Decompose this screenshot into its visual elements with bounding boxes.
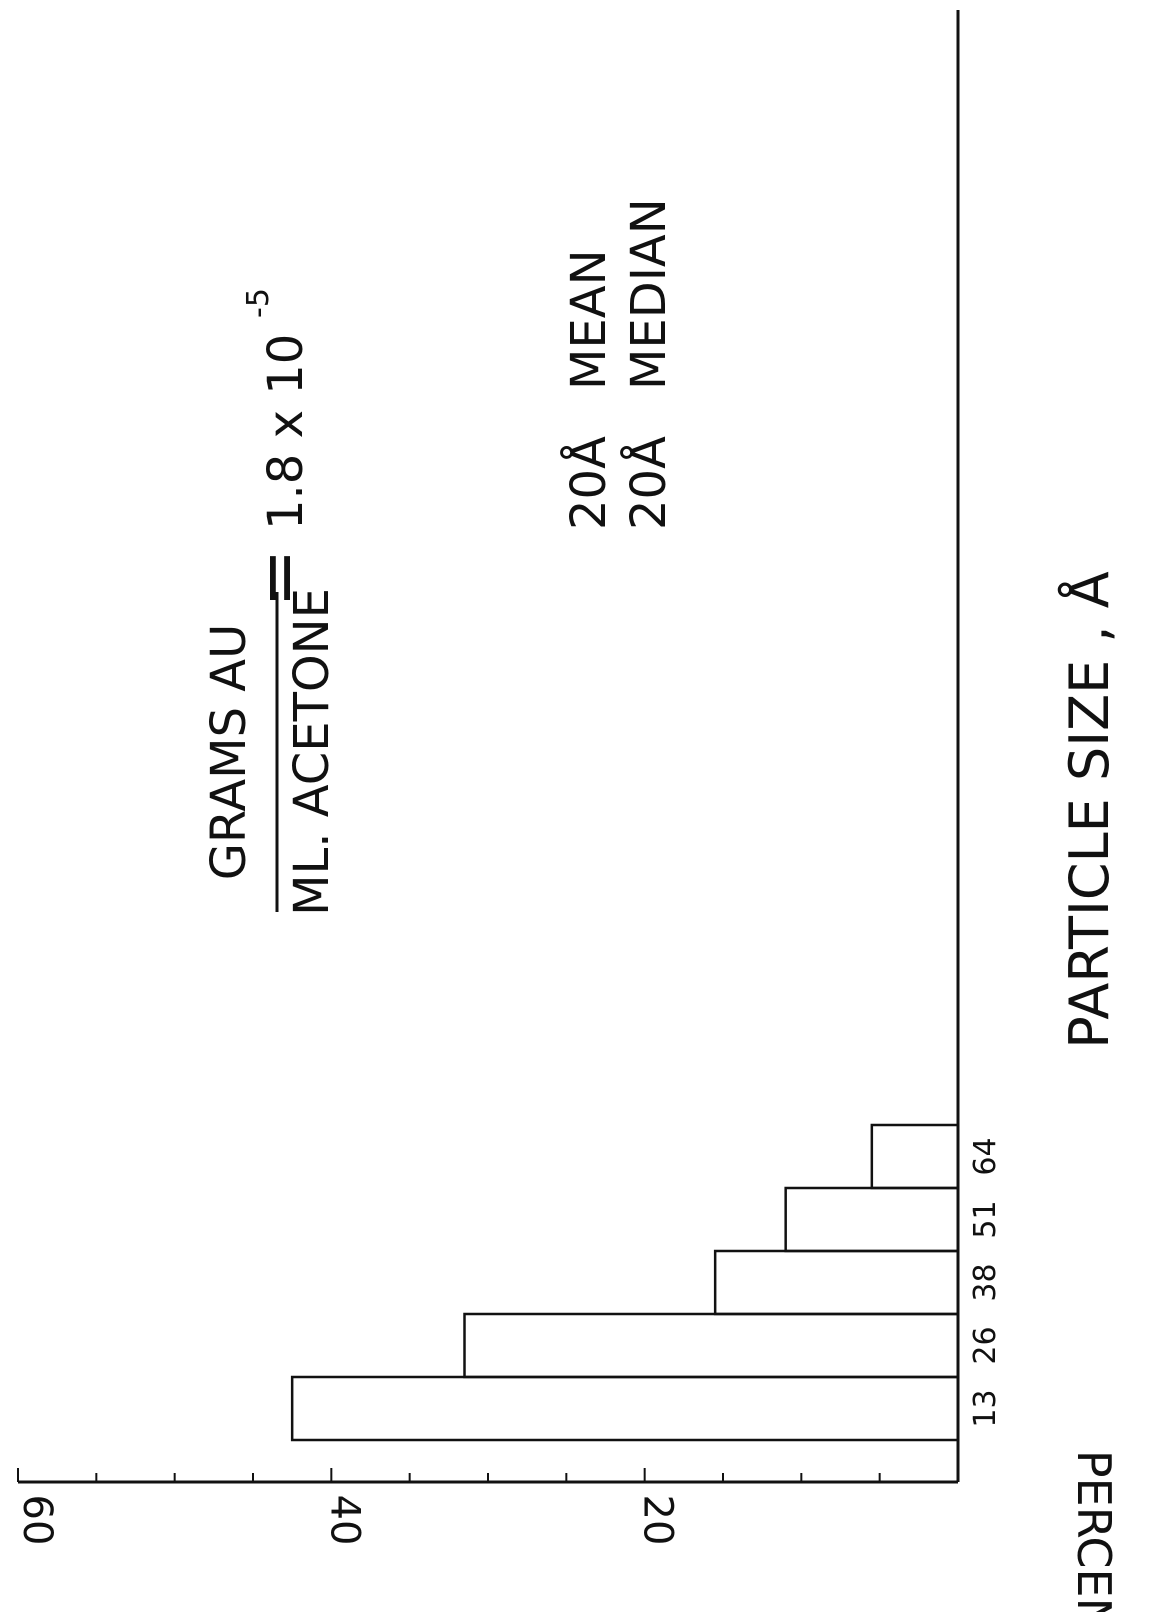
x-axis-label: PARTICLE SIZE , Å [1057,571,1121,1048]
ratio-denominator: ML. ACETONE [284,588,340,916]
x-tick-label-26: 26 [968,1326,1003,1364]
bars-group [290,1123,960,1442]
ratio-exponent: -5 [241,288,276,318]
median-value: 20Å [620,436,677,530]
y-axis-label: PERCENT [1067,1450,1121,1612]
bar-26 [463,1312,960,1379]
x-tick-label-13: 13 [968,1389,1003,1427]
x-tick-label-38: 38 [968,1263,1003,1301]
ticks-group: 13 26 38 51 64 60 40 20 [14,1137,1003,1545]
ratio-equals-sign: = [237,549,319,608]
mean-value: 20Å [560,436,617,530]
y-tick-label-60: 60 [14,1495,60,1546]
median-label: MEDIAN [621,198,677,390]
ratio-numerator: GRAMS AU [201,624,257,881]
bar-51 [784,1186,960,1253]
y-tick-label-20: 20 [635,1495,681,1546]
y-tick-label-40: 40 [321,1495,367,1546]
x-tick-label-64: 64 [968,1137,1003,1175]
bar-64 [870,1123,960,1190]
mean-label: MEAN [561,250,617,390]
bar-13 [290,1375,960,1442]
x-tick-label-51: 51 [968,1200,1003,1238]
ratio-value: 1.8 x 10 [258,334,314,530]
bar-38 [713,1249,960,1316]
